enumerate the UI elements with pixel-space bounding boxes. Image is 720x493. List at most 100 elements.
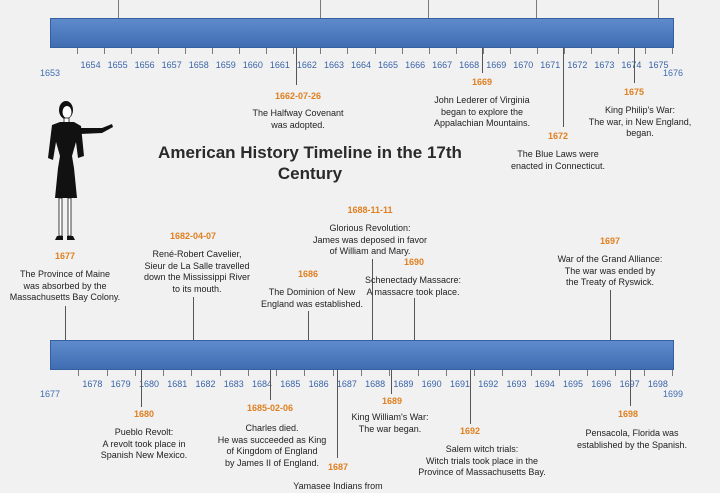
year-tick: [106, 370, 108, 376]
year-tick: [590, 48, 592, 54]
event-date: 1685-02-06: [246, 403, 294, 413]
year-label-end: 1699: [662, 389, 684, 399]
event-connector: [193, 297, 194, 340]
event-connector: [630, 370, 631, 406]
year-tick: [615, 370, 617, 376]
event-text: Salem witch trials: Witch trials took pla…: [418, 444, 546, 477]
event-date: 1677: [54, 251, 76, 261]
year-label: 1674: [621, 60, 642, 70]
event-date: 1675: [623, 87, 645, 97]
year-tick: [293, 48, 295, 54]
year-tick: [672, 48, 673, 54]
event-text: John Lederer of Virginia began to explore…: [433, 95, 531, 128]
event-date: 1687: [327, 462, 349, 472]
year-tick: [347, 48, 349, 54]
year-label: 1660: [242, 60, 263, 70]
year-label: 1670: [513, 60, 534, 70]
event-connector: [563, 47, 564, 127]
event-connector: [634, 47, 635, 83]
year-label: 1689: [393, 379, 414, 389]
year-tick: [104, 48, 106, 54]
year-tick: [445, 370, 447, 376]
event-date: 1682-04-07: [169, 231, 217, 241]
year-label: 1686: [308, 379, 329, 389]
year-label: 1656: [134, 60, 155, 70]
year-tick: [617, 48, 619, 54]
event-text: King William's War: The war began.: [351, 412, 429, 434]
year-label: 1657: [161, 60, 182, 70]
year-label: 1692: [478, 379, 499, 389]
event-connector: [414, 298, 415, 340]
year-tick: [401, 48, 403, 54]
event-connector: [308, 311, 309, 340]
event-text: The Halfway Covenant was adopted.: [252, 108, 344, 130]
year-label: 1697: [620, 379, 640, 389]
year-tick: [361, 370, 362, 376]
year-tick: [502, 370, 504, 376]
connector-top: [320, 0, 321, 18]
presenter-figure-icon: [48, 101, 113, 240]
year-tick: [212, 48, 214, 54]
event-text: Pueblo Revolt: A revolt took place in Span…: [100, 427, 188, 460]
year-label: 1673: [594, 60, 615, 70]
event-date: 1662-07-26: [274, 91, 322, 101]
year-label: 1666: [405, 60, 426, 70]
year-tick: [644, 48, 646, 54]
year-label: 1679: [110, 379, 131, 389]
year-label: 1684: [252, 379, 273, 389]
event-date: 1688-11-11: [347, 205, 393, 215]
event-date: 1686: [297, 269, 319, 279]
year-tick: [389, 370, 391, 376]
event-date: 1697: [599, 236, 621, 246]
year-tick: [239, 48, 241, 54]
year-label: 1661: [269, 60, 290, 70]
event-date: 1692: [459, 426, 481, 436]
event-connector: [470, 370, 471, 424]
year-tick: [276, 370, 278, 376]
event-date: 1698: [617, 409, 639, 419]
year-tick: [530, 370, 532, 376]
year-label: 1655: [107, 60, 128, 70]
event-connector: [65, 306, 66, 340]
year-tick: [482, 48, 484, 54]
connector-top: [428, 0, 429, 18]
year-label: 1675: [648, 60, 669, 70]
year-label: 1683: [223, 379, 244, 389]
event-connector: [482, 47, 483, 73]
year-label: 1682: [195, 379, 216, 389]
year-label: 1680: [138, 379, 159, 389]
year-label: 1668: [459, 60, 480, 70]
event-text: War of the Grand Alliance: The war was en…: [557, 254, 663, 287]
event-text: Pensacola, Florida was established by the…: [576, 428, 688, 450]
year-label-start: 1677: [39, 389, 61, 399]
year-label: 1681: [167, 379, 188, 389]
event-connector: [610, 290, 611, 340]
year-label: 1664: [350, 60, 372, 70]
year-tick: [474, 370, 476, 376]
year-tick: [455, 48, 457, 54]
year-label: 1694: [534, 379, 555, 389]
year-tick: [587, 370, 589, 376]
year-tick: [304, 370, 306, 376]
timeline-band-1677-1699: [50, 340, 674, 370]
year-label: 1669: [486, 60, 507, 70]
year-label: 1672: [567, 60, 588, 70]
year-label-end: 1676: [662, 68, 684, 78]
event-text: The Blue Laws were enacted in Connecticut…: [510, 149, 606, 171]
year-tick: [185, 48, 187, 54]
year-tick: [134, 370, 136, 376]
year-tick: [219, 370, 221, 376]
event-connector: [270, 370, 271, 400]
event-date: 1669: [471, 77, 493, 87]
event-text: King Philip's War: The war, in New Englan…: [588, 105, 692, 138]
year-label: 1667: [432, 60, 453, 70]
year-label: 1695: [563, 379, 584, 389]
event-date: 1680: [133, 409, 155, 419]
year-label-start: 1653: [39, 68, 61, 78]
event-text: The Province of Maine was absorbed by the…: [9, 269, 121, 302]
year-tick: [320, 48, 322, 54]
year-label: 1671: [540, 60, 561, 70]
year-label: 1662: [296, 60, 317, 70]
event-connector: [372, 259, 373, 340]
year-label: 1659: [215, 60, 236, 70]
